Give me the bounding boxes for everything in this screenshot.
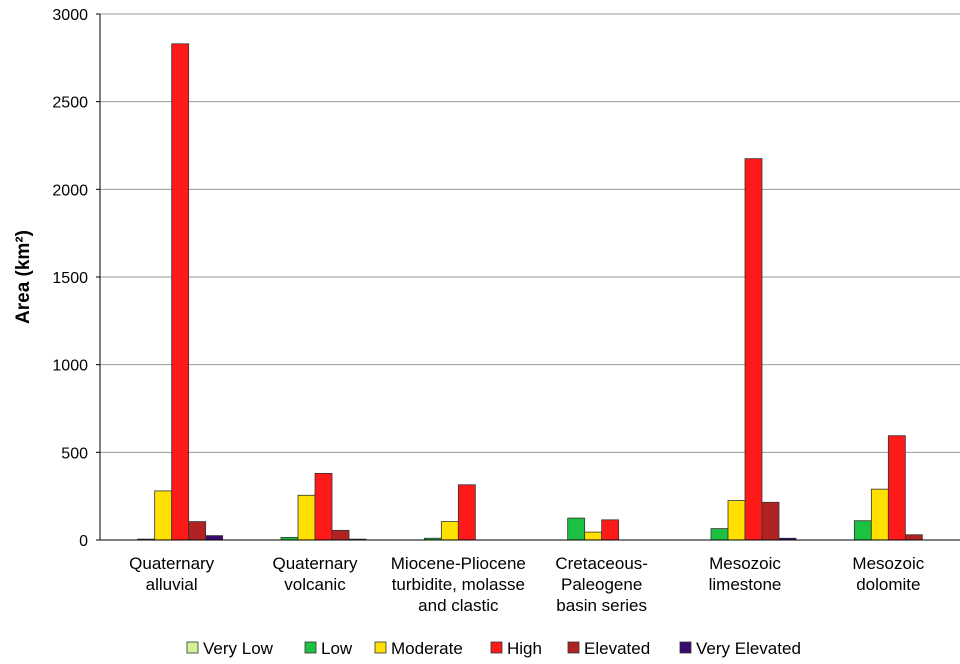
bar [853, 520, 872, 541]
bar [584, 531, 603, 541]
legend-swatch [567, 641, 580, 654]
legend-label: Moderate [391, 639, 463, 658]
category-label-line: turbidite, molasse [392, 575, 525, 594]
category-label: Mesozoic limestone [709, 554, 782, 594]
y-tick-label: 1500 [52, 270, 88, 287]
gridlines [100, 13, 960, 453]
y-tick-label: 2000 [52, 182, 88, 199]
category-label-line: basin series [556, 596, 647, 615]
bar [601, 519, 620, 541]
category-label-line: Quaternary [129, 554, 215, 573]
bar [457, 484, 476, 541]
bar [154, 490, 173, 541]
legend-label: High [507, 639, 542, 658]
category-label: Cretaceous- Paleogene basin series [555, 554, 648, 615]
bar [870, 488, 889, 541]
bar [904, 534, 923, 541]
y-tick-label: 2500 [52, 95, 88, 112]
bar [744, 158, 763, 541]
category-label-line: and clastic [418, 596, 499, 615]
category-label-line: Mesozoic [709, 554, 781, 573]
y-tick-labels: 0 500 1000 1500 2000 2500 3000 [52, 7, 100, 550]
category-label: Quaternary volcanic [272, 554, 358, 594]
y-axis-label: Area (km²) [13, 230, 34, 324]
category-labels: Quaternary alluvial Quaternary volcanic Mioc… [129, 554, 925, 615]
y-tick-label: 500 [61, 445, 88, 462]
bar [171, 43, 190, 541]
legend: Very Low Low Moderate High Elevated Very Elev… [186, 639, 801, 658]
category-label-line: Mesozoic [852, 554, 924, 573]
category-label-line: alluvial [146, 575, 198, 594]
category-label: Mesozoic dolomite [852, 554, 924, 594]
legend-label: Low [321, 639, 353, 658]
bar [297, 494, 316, 541]
category-label-line: Cretaceous- [555, 554, 648, 573]
legend-label: Elevated [584, 639, 650, 658]
category-label-line: Miocene-Pliocene [391, 554, 526, 573]
bar [188, 521, 207, 541]
bar [887, 435, 906, 541]
bar [567, 517, 586, 541]
bar [314, 472, 333, 541]
category-label-line: limestone [709, 575, 782, 594]
y-tick-label: 0 [79, 533, 88, 550]
legend-swatch [186, 641, 199, 654]
y-tick-label: 1000 [52, 358, 88, 375]
category-label: Quaternary alluvial [129, 554, 215, 594]
legend-swatch [490, 641, 503, 654]
bars [137, 43, 923, 541]
bar [440, 521, 459, 541]
legend-label: Very Low [203, 639, 274, 658]
legend-label: Very Elevated [696, 639, 801, 658]
bar [727, 500, 746, 541]
y-tick-label: 3000 [52, 7, 88, 24]
legend-swatch [304, 641, 317, 654]
category-label-line: Paleogene [561, 575, 642, 594]
category-label-line: dolomite [856, 575, 920, 594]
bar [761, 501, 780, 541]
category-label-line: volcanic [284, 575, 346, 594]
category-label: Miocene-Pliocene turbidite, molasse and cl… [391, 554, 526, 615]
bar [331, 529, 350, 541]
legend-swatch [374, 641, 387, 654]
legend-swatch [679, 641, 692, 654]
category-label-line: Quaternary [272, 554, 358, 573]
bar [205, 535, 224, 541]
bar [710, 528, 729, 541]
